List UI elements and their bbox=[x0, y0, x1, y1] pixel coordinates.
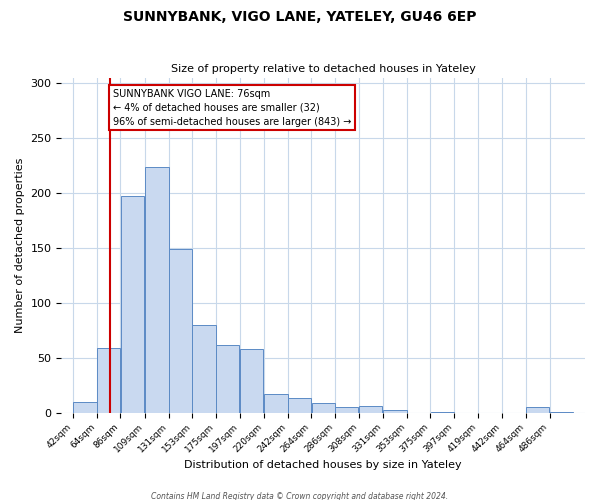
Bar bbox=[73, 402, 97, 412]
Bar bbox=[239, 349, 263, 412]
Bar bbox=[169, 249, 192, 412]
Title: Size of property relative to detached houses in Yateley: Size of property relative to detached ho… bbox=[171, 64, 476, 74]
Bar bbox=[121, 196, 144, 412]
Text: SUNNYBANK, VIGO LANE, YATELEY, GU46 6EP: SUNNYBANK, VIGO LANE, YATELEY, GU46 6EP bbox=[123, 10, 477, 24]
Bar bbox=[383, 410, 407, 412]
Bar bbox=[359, 406, 382, 412]
Bar bbox=[216, 344, 239, 412]
Bar bbox=[288, 398, 311, 412]
Text: SUNNYBANK VIGO LANE: 76sqm
← 4% of detached houses are smaller (32)
96% of semi-: SUNNYBANK VIGO LANE: 76sqm ← 4% of detac… bbox=[113, 88, 351, 126]
Bar bbox=[265, 394, 287, 412]
Bar bbox=[97, 348, 120, 412]
Bar bbox=[526, 407, 550, 412]
Text: Contains HM Land Registry data © Crown copyright and database right 2024.: Contains HM Land Registry data © Crown c… bbox=[151, 492, 449, 500]
Bar bbox=[193, 324, 216, 412]
X-axis label: Distribution of detached houses by size in Yateley: Distribution of detached houses by size … bbox=[184, 460, 462, 470]
Bar bbox=[311, 402, 335, 412]
Bar bbox=[335, 407, 358, 412]
Bar bbox=[145, 166, 169, 412]
Y-axis label: Number of detached properties: Number of detached properties bbox=[15, 158, 25, 333]
